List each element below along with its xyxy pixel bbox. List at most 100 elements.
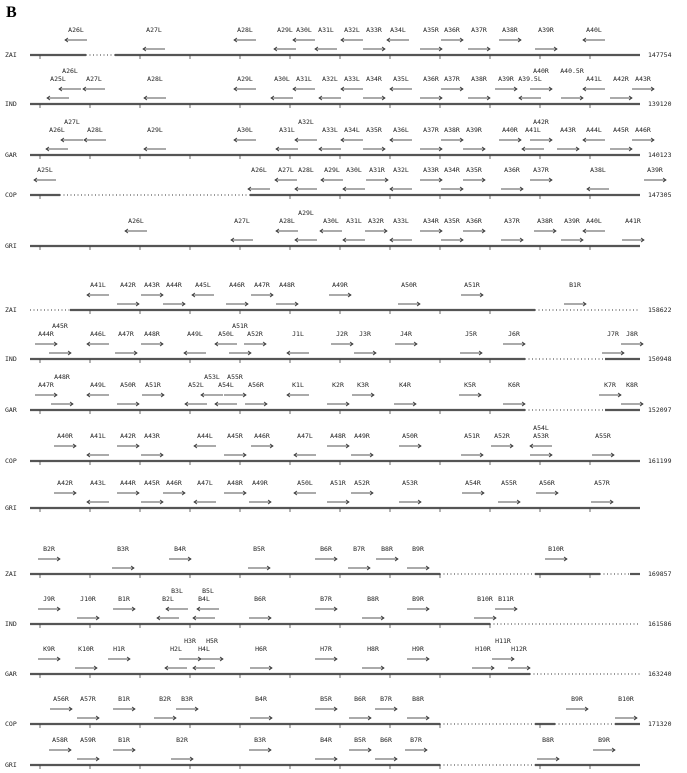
arrowhead-left-icon [183, 350, 188, 356]
arrowhead-right-icon [548, 86, 553, 92]
arrowhead-right-icon [349, 341, 354, 347]
gene-label: K4R [399, 381, 411, 389]
arrowhead-left-icon [318, 95, 323, 101]
arrowhead-right-icon [333, 556, 338, 562]
arrowhead-right-icon [552, 228, 557, 234]
gene-label: A37R [444, 75, 460, 83]
gene-label: A33R [423, 166, 439, 174]
gene-label: B4R [174, 545, 186, 553]
gene-label: A29L [147, 126, 163, 134]
track-end-coordinate: 147754 [648, 51, 672, 59]
gene-label: A42R [533, 118, 549, 126]
gene-label: B1R [118, 695, 130, 703]
arrowhead-right-icon [380, 665, 385, 671]
arrowhead-left-icon [86, 499, 91, 505]
arrowhead-right-icon [269, 292, 274, 298]
arrowhead-left-icon [143, 95, 148, 101]
gene-label: A50R [120, 381, 136, 389]
gene-label: A39R [647, 166, 663, 174]
arrowhead-right-icon [263, 401, 268, 407]
track-end-coordinate: 171320 [648, 720, 672, 728]
gene-label: B6R [320, 545, 332, 553]
track-name: IND [5, 355, 17, 363]
gene-label: A57R [594, 479, 610, 487]
arrowhead-left-icon [247, 186, 252, 192]
arrowhead-right-icon [459, 237, 464, 243]
arrowhead-right-icon [582, 301, 587, 307]
track-name: GAR [5, 406, 17, 414]
arrowhead-right-icon [425, 656, 430, 662]
gene-label: A46R [166, 479, 182, 487]
arrowhead-right-icon [459, 186, 464, 192]
gene-label: H7R [320, 645, 332, 653]
gene-label: A34L [390, 26, 406, 34]
gene-label: A50R [402, 432, 418, 440]
arrowhead-right-icon [160, 392, 165, 398]
gene-label: H1R [113, 645, 125, 653]
arrowhead-right-icon [72, 443, 77, 449]
arrowhead-left-icon [586, 186, 591, 192]
arrowhead-left-icon [518, 95, 523, 101]
arrowhead-right-icon [579, 95, 584, 101]
gene-label: A27L [64, 118, 80, 126]
arrowhead-right-icon [584, 706, 589, 712]
arrowhead-right-icon [575, 146, 580, 152]
arrowhead-left-icon [318, 146, 323, 152]
gene-label: A36R [504, 166, 520, 174]
arrowhead-left-icon [521, 146, 526, 152]
arrowhead-right-icon [262, 341, 267, 347]
arrowhead-left-icon [143, 146, 148, 152]
arrowhead-right-icon [459, 86, 464, 92]
arrowhead-right-icon [513, 86, 518, 92]
gene-label: A45L [195, 281, 211, 289]
gene-label: J9R [43, 595, 55, 603]
arrowhead-right-icon [159, 452, 164, 458]
track-name: GRI [5, 761, 17, 769]
arrowhead-left-icon [46, 95, 51, 101]
gene-label: H6R [255, 645, 267, 653]
gene-label: A43R [635, 75, 651, 83]
gene-label: A58R [52, 736, 68, 744]
track-name: IND [5, 620, 17, 628]
arrowhead-right-icon [345, 401, 350, 407]
gene-label: B4L [198, 595, 210, 603]
arrowhead-right-icon [650, 86, 655, 92]
arrowhead-right-icon [425, 565, 430, 571]
arrowhead-right-icon [486, 46, 491, 52]
gene-label: B7R [410, 736, 422, 744]
gene-label: A49R [332, 281, 348, 289]
gene-label: A33R [366, 26, 382, 34]
arrowhead-right-icon [480, 490, 485, 496]
gene-label: A38R [471, 75, 487, 83]
gene-label: A47L [297, 432, 313, 440]
arrowhead-right-icon [416, 301, 421, 307]
gene-label: A49R [354, 432, 370, 440]
arrowhead-right-icon [56, 556, 61, 562]
gene-label: A39R [564, 217, 580, 225]
gene-label: A41L [525, 126, 541, 134]
track-name: GRI [5, 242, 17, 250]
arrowhead-right-icon [417, 443, 422, 449]
arrowhead-left-icon [58, 86, 63, 92]
gene-label: A25L [37, 166, 53, 174]
gene-label: A26L [68, 26, 84, 34]
gene-label: H11R [495, 637, 511, 645]
gene-label: A32L [322, 75, 338, 83]
arrowhead-right-icon [267, 615, 272, 621]
arrowhead-right-icon [393, 756, 398, 762]
arrowhead-left-icon [86, 292, 91, 298]
gene-label: B5R [320, 695, 332, 703]
gene-label: H3R [184, 637, 196, 645]
gene-label: A50L [218, 330, 234, 338]
gene-label: A33L [322, 126, 338, 134]
track-name: COP [5, 191, 17, 199]
arrowhead-left-icon [319, 228, 324, 234]
arrowhead-right-icon [56, 656, 61, 662]
gene-label: B5R [354, 736, 366, 744]
track-end-coordinate: 139120 [648, 100, 672, 108]
arrowhead-left-icon [293, 490, 298, 496]
gene-label: B2R [43, 545, 55, 553]
arrowhead-left-icon [142, 46, 147, 52]
gene-label: A45R [144, 479, 160, 487]
gene-label: K5R [464, 381, 476, 389]
